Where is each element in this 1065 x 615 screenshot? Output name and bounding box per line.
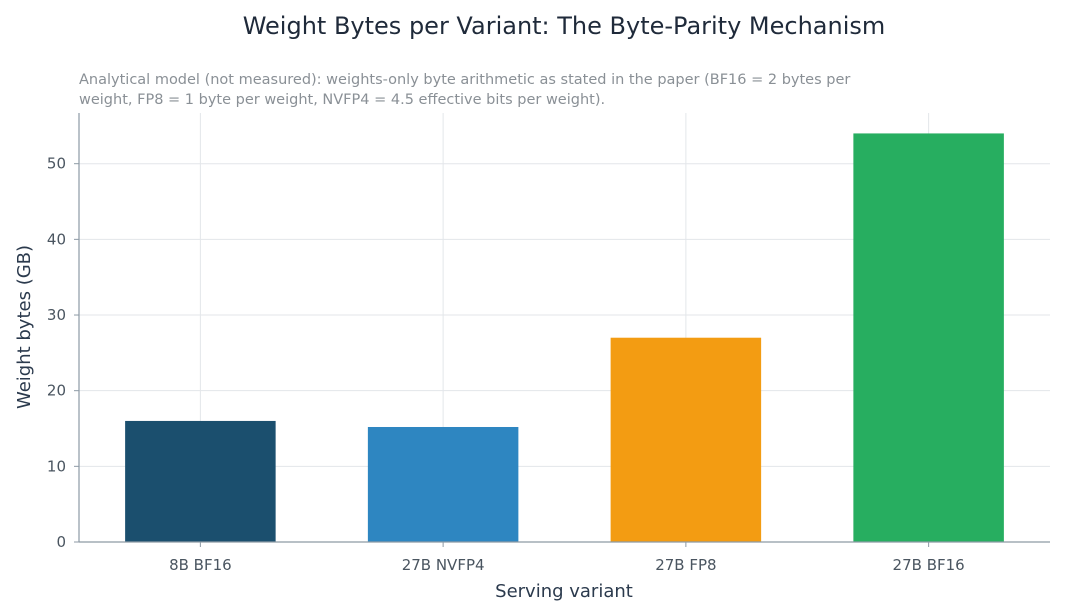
y-tick-label: 10 <box>47 457 66 475</box>
x-tick-label: 27B NVFP4 <box>402 556 485 574</box>
y-tick-label: 50 <box>47 155 66 173</box>
bar-8b-bf16 <box>125 420 276 542</box>
bar-27b-bf16 <box>853 133 1004 542</box>
bar-27b-nvfp4 <box>367 426 519 542</box>
y-tick-label: 20 <box>47 382 66 400</box>
chart-subtitle-line-2: weight, FP8 = 1 byte per weight, NVFP4 =… <box>79 92 605 108</box>
bar-27b-fp8 <box>610 337 762 542</box>
x-tick-label: 27B BF16 <box>893 556 965 574</box>
y-tick-labels: 0 10 20 30 40 50 <box>47 155 79 551</box>
x-tick-labels: 8B BF16 27B NVFP4 27B FP8 27B BF16 <box>169 542 965 574</box>
chart-subtitle-line-1: Analytical model (not measured): weights… <box>79 72 850 88</box>
y-axis-label: Weight bytes (GB) <box>14 245 35 409</box>
x-tick-label: 8B BF16 <box>169 556 232 574</box>
bars <box>125 133 1004 542</box>
x-tick-label: 27B FP8 <box>655 556 716 574</box>
x-axis-label: Serving variant <box>495 581 633 602</box>
chart-title: Weight Bytes per Variant: The Byte-Parit… <box>243 12 886 40</box>
axes <box>78 113 1050 543</box>
y-tick-label: 0 <box>56 533 66 551</box>
y-tick-label: 40 <box>47 230 66 248</box>
y-tick-label: 30 <box>47 306 66 324</box>
